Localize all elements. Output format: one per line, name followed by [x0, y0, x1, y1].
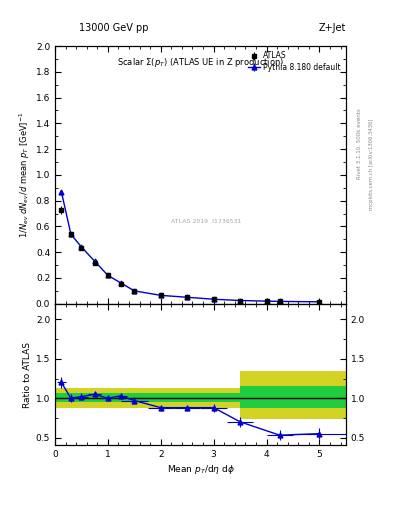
Text: 13000 GeV pp: 13000 GeV pp	[79, 23, 148, 33]
Text: mcplots.cern.ch [arXiv:1306.3436]: mcplots.cern.ch [arXiv:1306.3436]	[369, 118, 374, 209]
Legend: ATLAS, Pythia 8.180 default: ATLAS, Pythia 8.180 default	[247, 50, 342, 73]
Text: ATLAS 2019  I1736531: ATLAS 2019 I1736531	[171, 219, 241, 224]
Text: Scalar $\Sigma(p_T)$ (ATLAS UE in Z production): Scalar $\Sigma(p_T)$ (ATLAS UE in Z prod…	[117, 56, 284, 70]
Y-axis label: $1/N_{ev}$ $dN_{ev}/d$ mean $p_T$ [GeV$]^{-1}$: $1/N_{ev}$ $dN_{ev}/d$ mean $p_T$ [GeV$]…	[17, 112, 31, 238]
Text: Rivet 3.1.10, 500k events: Rivet 3.1.10, 500k events	[357, 108, 362, 179]
X-axis label: Mean $p_T$/d$\eta$ d$\phi$: Mean $p_T$/d$\eta$ d$\phi$	[167, 463, 234, 477]
Y-axis label: Ratio to ATLAS: Ratio to ATLAS	[23, 342, 31, 408]
Text: Z+Jet: Z+Jet	[318, 23, 346, 33]
